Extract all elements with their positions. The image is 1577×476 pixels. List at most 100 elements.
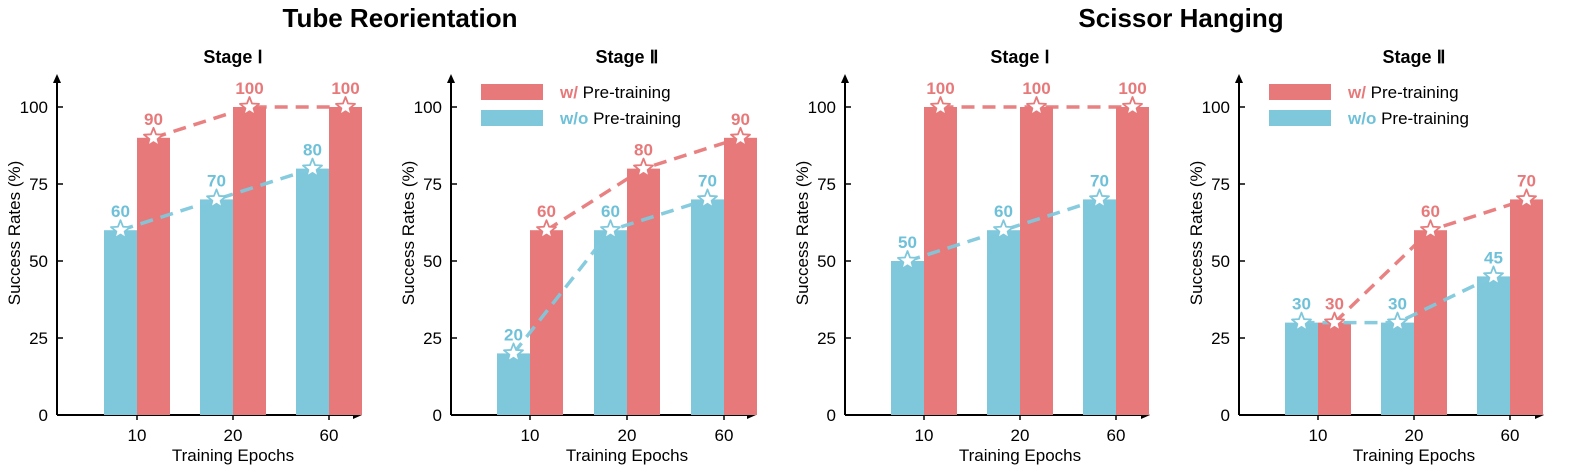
star-marker-without — [697, 188, 718, 209]
star-marker-with — [930, 96, 951, 116]
star-marker-with — [1516, 188, 1537, 209]
star-marker-without — [1483, 265, 1504, 286]
star-marker-with — [1324, 311, 1345, 332]
x-axis-label: Training Epochs — [1353, 446, 1475, 465]
legend-label-without-rest: Pre-training — [588, 109, 681, 128]
y-tick-label: 25 — [1211, 329, 1230, 348]
star-marker-without — [110, 219, 131, 240]
panel-title: Stage Ⅱ — [1383, 47, 1446, 67]
y-axis-label: Success Rates (%) — [793, 161, 812, 306]
legend-label-without: w/o Pre-training — [559, 109, 681, 128]
data-label-with: 100 — [235, 79, 263, 98]
star-marker-without — [1387, 311, 1408, 332]
bar-with-pretraining — [627, 168, 660, 415]
bar-with-pretraining — [137, 137, 170, 416]
legend-label-without-rest: Pre-training — [1376, 109, 1469, 128]
x-tick-label: 60 — [1107, 426, 1126, 445]
legend-swatch-with — [481, 84, 543, 100]
data-label-without: 70 — [1090, 171, 1109, 190]
data-label-with: 30 — [1325, 295, 1344, 314]
data-label-with: 100 — [926, 79, 954, 98]
x-axis-label: Training Epochs — [959, 446, 1081, 465]
star-marker-with — [536, 219, 557, 240]
bar-without-pretraining — [296, 168, 329, 415]
star-marker-with — [335, 96, 356, 116]
trend-line-without — [119, 166, 314, 232]
data-label-without: 80 — [303, 141, 322, 160]
bar-with-pretraining — [724, 137, 757, 416]
panel-title: Stage Ⅱ — [596, 47, 659, 67]
data-label-without: 30 — [1292, 295, 1311, 314]
y-tick-label: 100 — [808, 98, 836, 117]
y-axis-arrow — [447, 74, 455, 83]
legend-label-with: w/ Pre-training — [559, 83, 671, 102]
x-axis-label: Training Epochs — [566, 446, 688, 465]
chart-panel-1: Stage Ⅰ 0 25 50 75 100 Success Rates (%) Traini… — [5, 47, 362, 465]
y-tick-label: 25 — [423, 329, 442, 348]
bar-without-pretraining — [691, 199, 724, 415]
data-label-without: 45 — [1484, 248, 1503, 267]
legend-swatch-without — [1269, 110, 1331, 126]
legend-label-without-prefix: w/o — [559, 109, 588, 128]
data-label-with: 70 — [1517, 171, 1536, 190]
y-tick-label: 100 — [414, 98, 442, 117]
data-label-with: 100 — [1022, 79, 1050, 98]
bar-without-pretraining — [1083, 199, 1116, 415]
bar-with-pretraining — [1020, 107, 1053, 415]
chart-panel-3: Stage Ⅰ 0 25 50 75 100 Success Rates (%) Traini… — [793, 47, 1150, 465]
bar-without-pretraining — [497, 353, 530, 415]
legend: w/ Pre-training w/o Pre-training — [481, 83, 681, 128]
star-marker-without — [600, 219, 621, 240]
x-tick-label: 20 — [1011, 426, 1030, 445]
x-tick-label: 60 — [1501, 426, 1520, 445]
y-tick-label: 50 — [817, 252, 836, 271]
y-tick-label: 75 — [817, 175, 836, 194]
legend-label-with-rest: Pre-training — [578, 83, 671, 102]
bar-with-pretraining — [1116, 107, 1149, 415]
x-axis-label: Training Epochs — [172, 446, 294, 465]
group-title-scissor: Scissor Hanging — [1078, 3, 1283, 33]
data-label-with: 60 — [1421, 202, 1440, 221]
data-label-with: 100 — [331, 79, 359, 98]
data-label-without: 60 — [994, 202, 1013, 221]
star-marker-without — [993, 219, 1014, 240]
star-marker-without — [302, 157, 323, 178]
chart-panel-2: Stage Ⅱ 0 25 50 75 100 Success Rates (%) Traini… — [399, 47, 757, 465]
bar-with-pretraining — [1510, 199, 1543, 415]
y-axis-label: Success Rates (%) — [5, 161, 24, 306]
data-label-without: 60 — [111, 202, 130, 221]
data-label-with: 80 — [634, 141, 653, 160]
trend-line-with — [152, 105, 346, 140]
panel-title: Stage Ⅰ — [203, 47, 262, 67]
x-tick-label: 10 — [1309, 426, 1328, 445]
bar-without-pretraining — [1285, 322, 1318, 415]
bar-with-pretraining — [1414, 230, 1447, 415]
y-tick-label: 0 — [433, 406, 442, 425]
panel-title: Stage Ⅰ — [990, 47, 1049, 67]
bar-without-pretraining — [1477, 276, 1510, 415]
y-tick-label: 0 — [827, 406, 836, 425]
star-marker-with — [730, 126, 751, 147]
data-label-without: 30 — [1388, 295, 1407, 314]
bar-without-pretraining — [594, 230, 627, 415]
y-tick-label: 0 — [39, 406, 48, 425]
group-title-tube: Tube Reorientation — [283, 3, 518, 33]
data-label-without: 50 — [898, 233, 917, 252]
bar-with-pretraining — [530, 230, 563, 415]
legend-label-without-prefix: w/o — [1347, 109, 1376, 128]
legend-swatch-with — [1269, 84, 1331, 100]
x-tick-label: 60 — [715, 426, 734, 445]
y-tick-label: 100 — [1202, 98, 1230, 117]
y-axis-arrow — [1235, 74, 1243, 83]
y-tick-label: 75 — [423, 175, 442, 194]
star-marker-with — [633, 157, 654, 178]
star-marker-with — [239, 96, 260, 116]
legend-label-with: w/ Pre-training — [1347, 83, 1459, 102]
legend-swatch-without — [481, 110, 543, 126]
data-label-without: 60 — [601, 202, 620, 221]
star-marker-without — [503, 342, 524, 363]
x-tick-label: 10 — [128, 426, 147, 445]
star-marker-without — [897, 250, 918, 270]
data-label-with: 60 — [537, 202, 556, 221]
